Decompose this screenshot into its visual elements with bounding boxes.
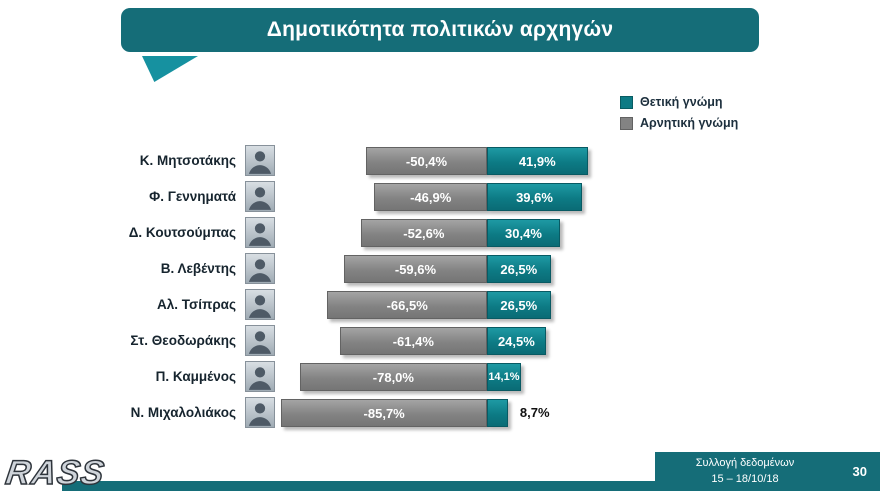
person-icon [248, 151, 272, 174]
leader-name: Κ. Μητσοτάκης [139, 153, 236, 168]
positive-value-label: 8,7% [519, 405, 550, 420]
data-collection-info: Συλλογή δεδομένων 15 – 18/10/18 [679, 456, 811, 487]
negative-value-label: -66,5% [386, 297, 428, 313]
positive-bar: 24,5% [487, 327, 546, 355]
leader-photo [245, 361, 275, 392]
negative-bar: -59,6% [343, 255, 487, 283]
negative-bar: -85,7% [281, 399, 487, 427]
negative-bar: -50,4% [366, 147, 487, 175]
leader-photo [245, 397, 275, 428]
legend-swatch [620, 95, 633, 109]
positive-value-label: 30,4% [505, 225, 542, 241]
positive-bar [487, 399, 508, 427]
person-icon [248, 331, 272, 354]
person-icon [248, 223, 272, 246]
chart-row: Στ. Θεοδωράκης -61,4% 24,5% [0, 325, 880, 356]
negative-value-label: -50,4% [405, 153, 448, 169]
rass-logo: RASS [3, 453, 108, 493]
page-title-banner: Δημοτικότητα πολιτικών αρχηγών [121, 8, 759, 52]
negative-value-label: -59,6% [394, 261, 437, 277]
positive-bar: 14,1% [487, 363, 521, 391]
person-icon [248, 295, 272, 318]
negative-bar: -66,5% [327, 291, 487, 319]
leader-name: Φ. Γεννηματά [149, 189, 236, 204]
leader-name: Αλ. Τσίπρας [157, 297, 236, 312]
positive-bar: 39,6% [487, 183, 583, 211]
legend-label: Αρνητική γνώμη [640, 116, 739, 130]
person-icon [248, 259, 272, 282]
leader-name: Ν. Μιχαλολιάκος [130, 405, 236, 420]
leader-photo [245, 325, 275, 356]
negative-value-label: -61,4% [392, 333, 434, 349]
leader-name: Δ. Κουτσούμπας [128, 225, 236, 240]
chart-legend: Θετική γνώμη Αρνητική γνώμη [620, 95, 738, 130]
leader-photo [245, 217, 275, 248]
positive-value-label: 41,9% [518, 153, 556, 169]
positive-value-label: 14,1% [488, 371, 520, 383]
positive-value-label: 26,5% [500, 261, 538, 277]
positive-value-label: 26,5% [500, 297, 538, 313]
leader-photo [245, 253, 275, 284]
legend-item: Αρνητική γνώμη [620, 116, 738, 130]
footer-strip [62, 481, 655, 491]
leader-photo [245, 181, 275, 212]
leader-photo [245, 145, 275, 176]
chart-row: Ν. Μιχαλολιάκος -85,7% 8,7% [0, 397, 880, 428]
positive-value-label: 39,6% [516, 189, 553, 205]
leader-name: Π. Καμμένος [155, 369, 236, 384]
positive-bar: 26,5% [487, 255, 551, 283]
chart-row: Κ. Μητσοτάκης -50,4% 41,9% [0, 145, 880, 176]
footer-info-box: Συλλογή δεδομένων 15 – 18/10/18 30 [655, 452, 880, 491]
leader-name: Β. Λεβέντης [160, 261, 236, 276]
negative-value-label: -46,9% [410, 189, 452, 205]
person-icon [248, 187, 272, 210]
legend-label: Θετική γνώμη [640, 95, 723, 109]
chart-row: Π. Καμμένος -78,0% 14,1% [0, 361, 880, 392]
data-collection-dates: 15 – 18/10/18 [711, 472, 779, 485]
chart-row: Β. Λεβέντης -59,6% 26,5% [0, 253, 880, 284]
negative-bar: -61,4% [339, 327, 487, 355]
negative-value-label: -85,7% [363, 405, 405, 421]
negative-bar: -52,6% [360, 219, 487, 247]
chart-row: Φ. Γεννηματά -46,9% 39,6% [0, 181, 880, 212]
person-icon [248, 403, 272, 426]
data-collection-label: Συλλογή δεδομένων [695, 457, 795, 470]
positive-bar: 41,9% [487, 147, 588, 175]
positive-value-label: 24,5% [497, 333, 535, 349]
positive-bar: 26,5% [487, 291, 551, 319]
chart-row: Δ. Κουτσούμπας -52,6% 30,4% [0, 217, 880, 248]
page-number: 30 [852, 464, 867, 479]
person-icon [248, 367, 272, 390]
positive-bar: 30,4% [487, 219, 560, 247]
negative-value-label: -52,6% [403, 225, 445, 241]
legend-swatch [620, 116, 633, 130]
legend-item: Θετική γνώμη [620, 95, 738, 109]
chart-row: Αλ. Τσίπρας -66,5% 26,5% [0, 289, 880, 320]
leader-photo [245, 289, 275, 320]
negative-bar: -46,9% [374, 183, 487, 211]
negative-value-label: -78,0% [372, 369, 414, 385]
page-title: Δημοτικότητα πολιτικών αρχηγών [266, 18, 614, 41]
negative-bar: -78,0% [299, 363, 487, 391]
leader-name: Στ. Θεοδωράκης [130, 333, 236, 348]
